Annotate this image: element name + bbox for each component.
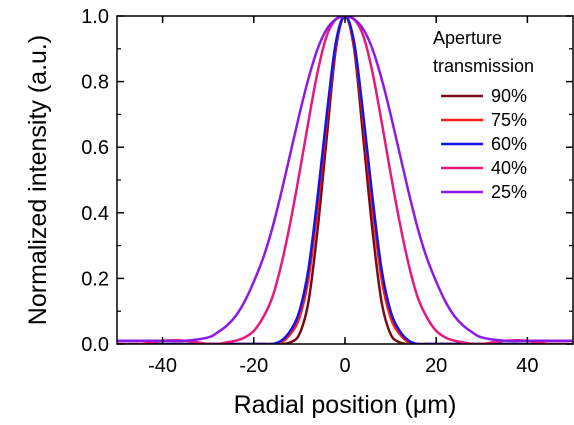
x-tick-label: -40 — [148, 355, 177, 377]
legend-title-line2: transmission — [433, 56, 534, 76]
x-tick-label: 40 — [516, 355, 538, 377]
x-tick-label: -20 — [239, 355, 268, 377]
x-tick-label: 20 — [425, 355, 447, 377]
y-axis-label: Normalized intensity (a.u.) — [24, 35, 52, 325]
legend-label: 75% — [491, 110, 527, 130]
legend-label: 90% — [491, 86, 527, 106]
y-tick-label: 0.8 — [81, 72, 109, 94]
x-tick-label: 0 — [339, 355, 350, 377]
y-tick-label: 0.4 — [81, 203, 109, 225]
series-layer — [117, 16, 573, 344]
y-tick-label: 0.0 — [81, 334, 109, 356]
legend-title-line1: Aperture — [433, 28, 502, 48]
y-tick-label: 1.0 — [81, 6, 109, 28]
series-line-3 — [117, 16, 573, 344]
legend: Aperture transmission 90% 75% 60% 40% 25% — [433, 28, 534, 202]
x-axis-label: Radial position (μm) — [234, 391, 457, 419]
y-tick-label: 0.2 — [81, 268, 109, 290]
axes-layer: -40 -20 0 20 40 0.0 0.2 0.4 0.6 0.8 1.0 — [81, 6, 573, 377]
legend-label: 25% — [491, 182, 527, 202]
legend-label: 40% — [491, 158, 527, 178]
y-tick-label: 0.6 — [81, 137, 109, 159]
series-line-4 — [117, 16, 573, 343]
legend-label: 60% — [491, 134, 527, 154]
